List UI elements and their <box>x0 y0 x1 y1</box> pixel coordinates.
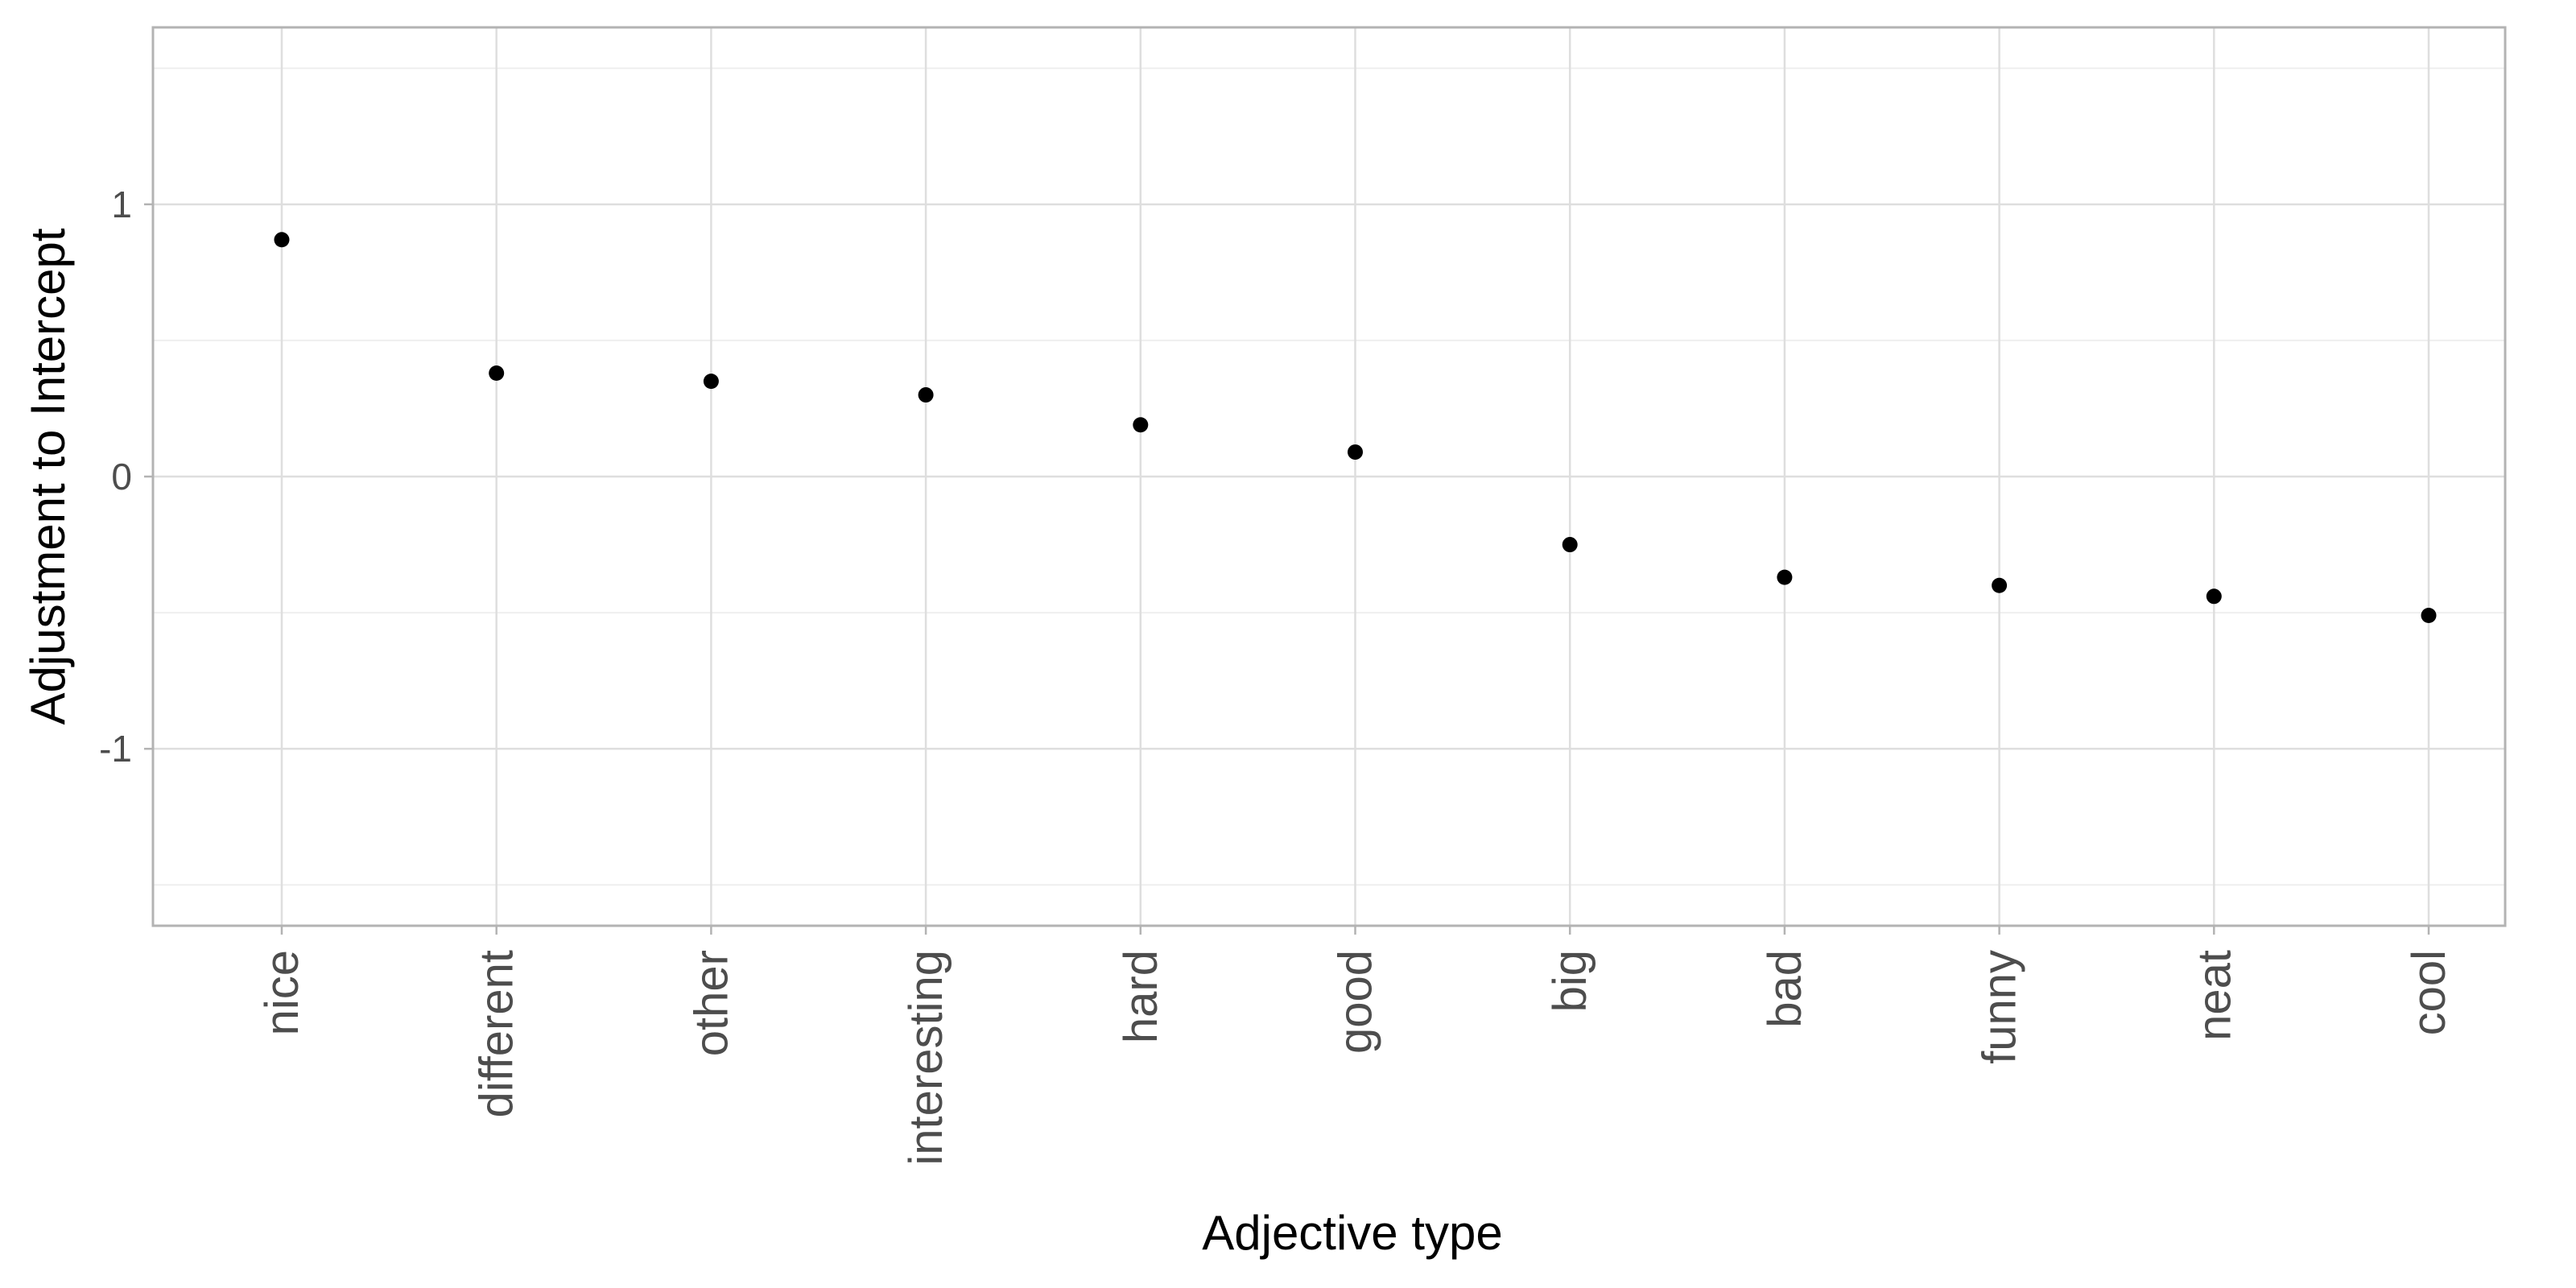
data-point <box>2421 607 2437 623</box>
data-point <box>1348 444 1363 460</box>
x-axis-title: Adjective type <box>1202 1206 1503 1260</box>
x-tick-label: hard <box>1115 950 1167 1043</box>
y-tick-label: 1 <box>111 184 132 225</box>
x-tick-label: interesting <box>900 950 952 1166</box>
x-tick-label: cool <box>2403 950 2455 1035</box>
y-tick-label: -1 <box>99 728 132 770</box>
major-gridlines <box>153 27 2505 926</box>
data-point <box>274 232 290 248</box>
data-point <box>703 374 719 390</box>
x-tick-label: funny <box>1974 950 2026 1064</box>
minor-gridlines <box>153 67 2505 886</box>
y-axis-title: Adjustment to Intercept <box>21 228 75 724</box>
data-point <box>1777 569 1793 585</box>
x-tick-label: big <box>1544 950 1596 1012</box>
x-tick-label: bad <box>1759 950 1811 1028</box>
data-point <box>2206 588 2222 605</box>
data-point <box>1992 577 2008 593</box>
x-tick-label: neat <box>2188 950 2240 1041</box>
data-points <box>274 232 2437 623</box>
x-tick-label: other <box>685 950 737 1056</box>
y-tick-label: 0 <box>111 456 132 497</box>
data-point <box>489 365 505 381</box>
x-tick-label: nice <box>256 950 308 1035</box>
x-tick-label: different <box>471 950 523 1118</box>
data-point <box>1562 537 1578 553</box>
y-axis-ticks: -1 0 1 <box>99 184 153 770</box>
data-point <box>918 387 934 403</box>
x-tick-label: good <box>1330 950 1382 1054</box>
x-axis-ticks: nice different other interesting hard good big… <box>256 926 2455 1166</box>
data-point <box>1133 417 1149 433</box>
